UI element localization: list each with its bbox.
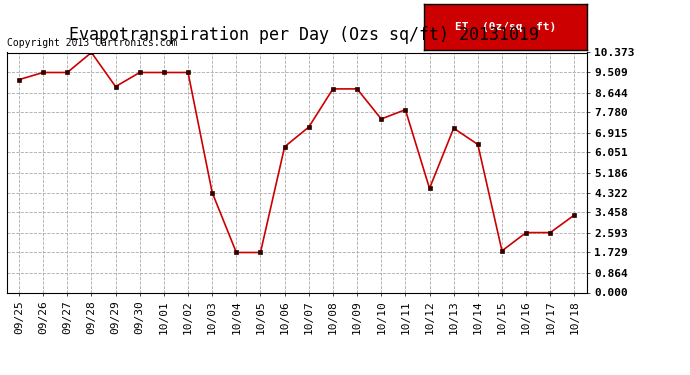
Text: Evapotranspiration per Day (Ozs sq/ft) 20131019: Evapotranspiration per Day (Ozs sq/ft) 2… — [68, 26, 539, 44]
Text: ET  (0z/sq  ft): ET (0z/sq ft) — [455, 22, 556, 32]
Text: Copyright 2013 Cartronics.com: Copyright 2013 Cartronics.com — [7, 38, 177, 48]
